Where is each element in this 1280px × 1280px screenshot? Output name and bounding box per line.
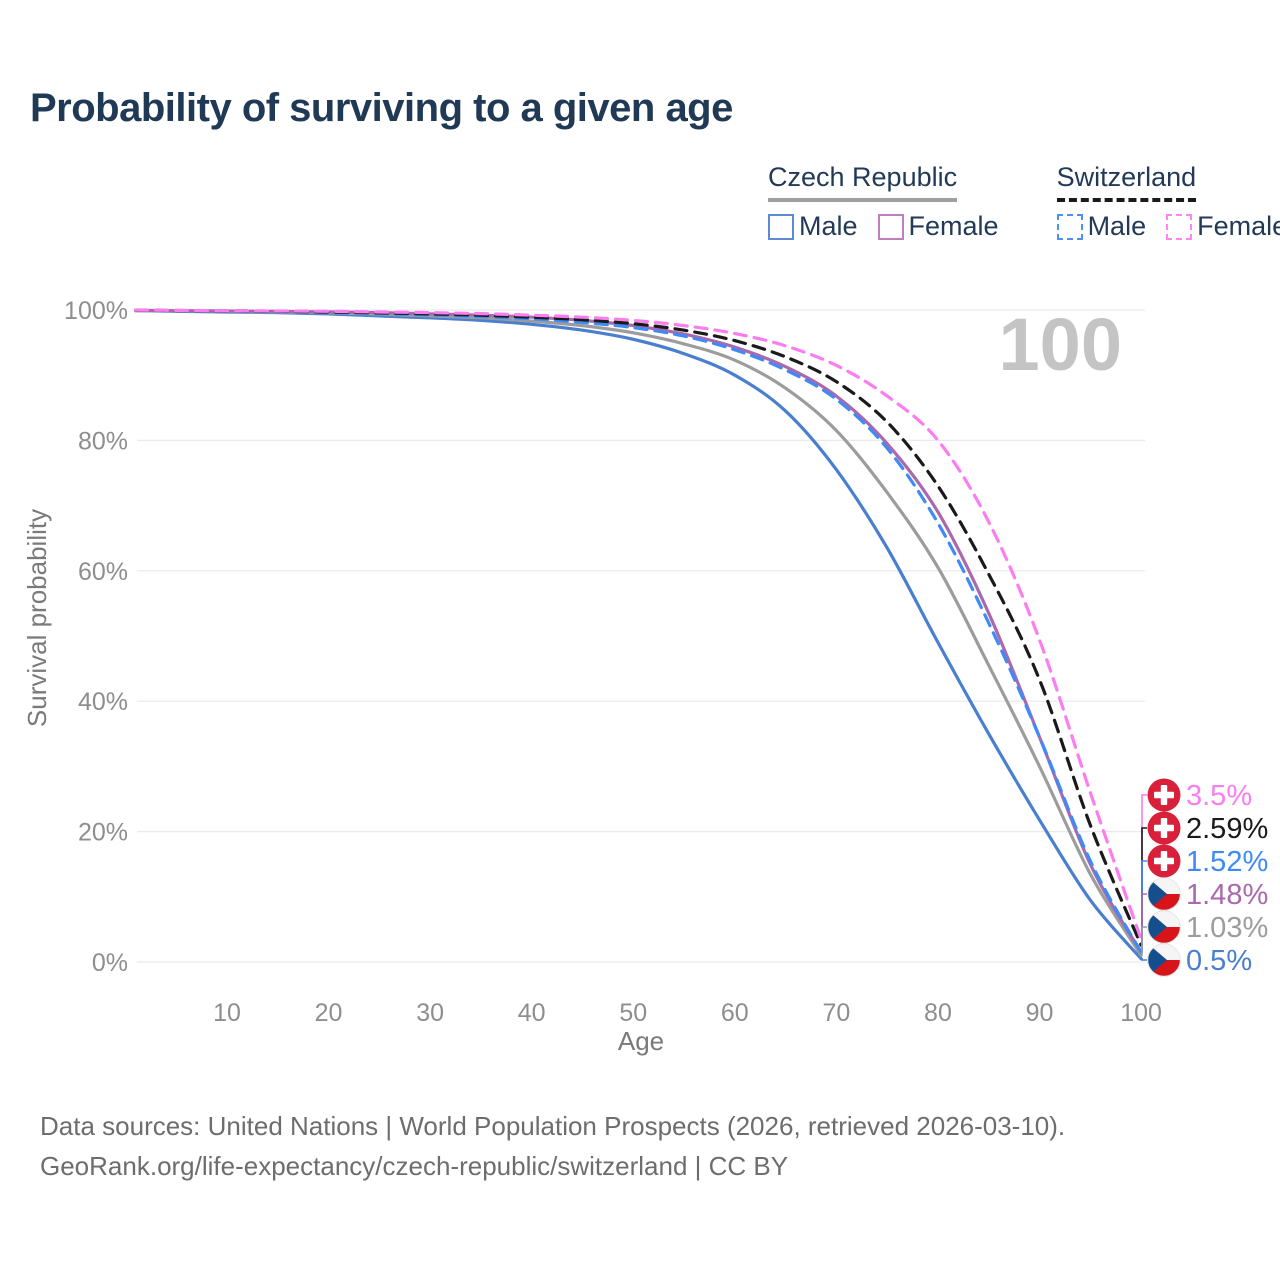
x-tick-label: 20 [315, 999, 343, 1027]
source-line-1: Data sources: United Nations | World Pop… [40, 1111, 1066, 1141]
x-tick-label: 30 [416, 999, 444, 1027]
x-tick-label: 100 [1120, 999, 1162, 1027]
czech-male-swatch-icon [768, 213, 794, 240]
y-axis-title: Survival probability [22, 509, 52, 727]
czech-flag-icon [1147, 910, 1181, 944]
y-tick-label: 0% [92, 949, 128, 977]
swiss-flag-icon [1147, 811, 1181, 845]
legend-item-czech-male: Male [768, 211, 858, 242]
x-tick-label: 60 [721, 999, 749, 1027]
series-line-switzerland-both [134, 308, 1143, 947]
legend-group-title-czech-republic: Czech Republic [768, 162, 958, 202]
source-note: Data sources: United Nations | World Pop… [40, 1106, 1065, 1186]
x-tick-label: 90 [1026, 999, 1054, 1027]
page-title: Probability of surviving to a given age [30, 86, 733, 130]
switzerland-female-swatch-icon [1166, 213, 1193, 240]
legend-item-czech-female: Female [877, 211, 999, 242]
czech-flag-icon [1147, 943, 1181, 977]
legend-item-switzerland-male: Male [1056, 211, 1147, 242]
leader-line [1141, 926, 1147, 956]
x-tick-label: 80 [924, 999, 952, 1027]
chart-legend: Czech Republic Male Female Switzerland M… [768, 162, 1280, 242]
x-tick-label: 70 [822, 999, 850, 1027]
legend-group-title-switzerland: Switzerland [1056, 162, 1197, 202]
legend-item-switzerland-female: Female [1166, 211, 1280, 242]
end-value-label: 3.5% [1186, 780, 1252, 812]
source-line-2: GeoRank.org/life-expectancy/czech-republ… [40, 1151, 789, 1181]
age-watermark: 100 [999, 303, 1122, 386]
leader-line [1141, 958, 1147, 961]
legend-group-czech-republic: Czech Republic Male Female [768, 162, 999, 242]
series-line-czech-male [134, 309, 1143, 961]
y-tick-label: 100% [64, 297, 128, 325]
x-tick-label: 10 [213, 999, 241, 1027]
end-value-label: 1.48% [1186, 879, 1268, 911]
series-line-switzerland-male [134, 308, 1143, 954]
swiss-flag-icon [1147, 778, 1181, 812]
switzerland-male-swatch-icon [1056, 213, 1083, 240]
czech-female-swatch-icon [877, 213, 904, 240]
series-line-switzerland-female [134, 308, 1143, 941]
end-value-label: 0.5% [1186, 945, 1252, 977]
end-value-label: 1.52% [1186, 846, 1268, 878]
y-tick-label: 60% [78, 558, 128, 586]
legend-item-label: Male [799, 211, 858, 241]
legend-item-label: Female [1197, 211, 1280, 241]
y-tick-label: 40% [78, 688, 128, 716]
y-tick-label: 20% [78, 819, 128, 847]
x-tick-label: 50 [619, 999, 647, 1027]
series-line-czech-both [134, 309, 1143, 957]
x-tick-label: 40 [518, 999, 546, 1027]
end-value-label: 1.03% [1186, 912, 1268, 944]
legend-group-switzerland: Switzerland Male Female [1056, 162, 1280, 242]
series-line-czech-female [134, 308, 1143, 954]
swiss-flag-icon [1147, 844, 1181, 878]
y-tick-label: 80% [78, 427, 128, 455]
legend-item-label: Male [1087, 211, 1147, 241]
x-axis-title: Age [618, 1026, 664, 1056]
czech-flag-icon [1147, 877, 1181, 911]
legend-item-label: Female [908, 211, 999, 241]
end-value-label: 2.59% [1186, 813, 1268, 845]
